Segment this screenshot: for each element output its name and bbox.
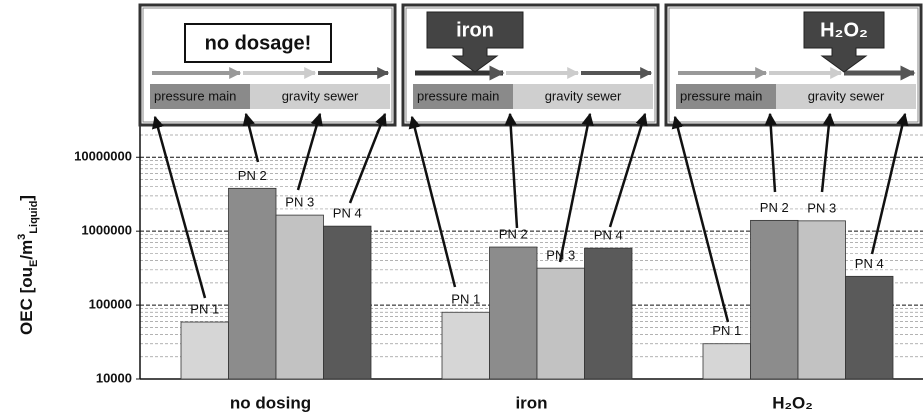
panel: pressure main gravity sewer H₂O₂ (664, 3, 923, 127)
arrow (504, 112, 519, 229)
y-axis-label-part: 3 (16, 234, 28, 240)
bar (275, 214, 324, 380)
panel-inner (668, 7, 919, 123)
bar-label: PN 1 (712, 323, 741, 338)
arrow (296, 112, 323, 191)
x-tick-label: no dosing (230, 393, 311, 412)
y-tick-label: 1000000 (81, 223, 132, 238)
segment-label: gravity sewer (545, 88, 622, 103)
bar-label: PN 4 (855, 256, 884, 271)
bar-label: PN 4 (594, 228, 623, 243)
bar-label: PN 1 (451, 292, 480, 307)
bar (845, 275, 894, 380)
segment-label: pressure main (680, 88, 762, 103)
plot-area: 10000 100000 1000000 10000000 OEC [ouE/m3Liq… (16, 122, 923, 412)
panel-inner (405, 7, 656, 123)
panel: pressure main gravity sewer iron (401, 3, 660, 127)
y-axis-label-part: /m (17, 240, 36, 260)
segment-label: gravity sewer (282, 88, 359, 103)
gravity-sewer-segment (250, 84, 390, 109)
tag-label: H₂O₂ (820, 19, 868, 41)
bar-label: PN 1 (190, 301, 219, 316)
bar (750, 219, 799, 380)
arrow (820, 112, 836, 193)
panel: pressure main gravity sewer no dosage! (138, 3, 397, 127)
bar-label: PN 4 (333, 206, 362, 221)
tag-label: no dosage! (205, 32, 312, 54)
x-tick-label: iron (515, 393, 547, 412)
y-axis-label-part: OEC [ou (17, 267, 36, 335)
y-tick-label: 10000 (96, 370, 132, 385)
arrow (558, 112, 594, 263)
tag-label: iron (456, 19, 494, 41)
y-tick-label: 100000 (89, 297, 132, 312)
tag-arrow (803, 11, 885, 73)
arrow (608, 112, 648, 228)
bar (536, 267, 585, 380)
pressure-main-segment (150, 84, 250, 109)
gravity-sewer-segment (513, 84, 653, 109)
y-axis-label-part: Liquid (28, 201, 40, 234)
bar-label: PN 2 (499, 226, 528, 241)
bar (441, 311, 490, 380)
pressure-main-segment (676, 84, 776, 109)
bar-label: PN 2 (238, 168, 267, 183)
segment-label: pressure main (417, 88, 499, 103)
pointer-arrows (151, 112, 909, 323)
bar-label: PN 3 (285, 195, 314, 210)
bar (228, 187, 277, 380)
pressure-main-segment (413, 84, 513, 109)
arrow (408, 115, 457, 288)
arrow (870, 112, 909, 255)
bar-label: PN 3 (807, 200, 836, 215)
gravity-sewer-segment (776, 84, 916, 109)
segment-label: pressure main (154, 88, 236, 103)
bar (489, 246, 538, 380)
panel-inner (142, 7, 393, 123)
arrow (671, 115, 730, 323)
y-axis-label-part: ] (17, 195, 36, 201)
bar (702, 343, 751, 380)
arrow (242, 112, 260, 163)
y-axis-label: OEC [ouE/m3Liquid] (16, 195, 40, 335)
bar (323, 225, 372, 380)
bar (584, 247, 633, 380)
bar (180, 321, 229, 380)
y-tick-label: 10000000 (74, 149, 132, 164)
bar (797, 220, 846, 380)
tag-box (184, 23, 332, 63)
tag-arrow (426, 11, 524, 73)
arrow (151, 115, 207, 299)
y-axis-label-part: E (28, 260, 40, 267)
bar-label: PN 2 (760, 200, 789, 215)
x-tick-label: H₂O₂ (772, 393, 813, 412)
segment-label: gravity sewer (808, 88, 885, 103)
arrow (348, 112, 387, 204)
arrow (764, 112, 777, 193)
